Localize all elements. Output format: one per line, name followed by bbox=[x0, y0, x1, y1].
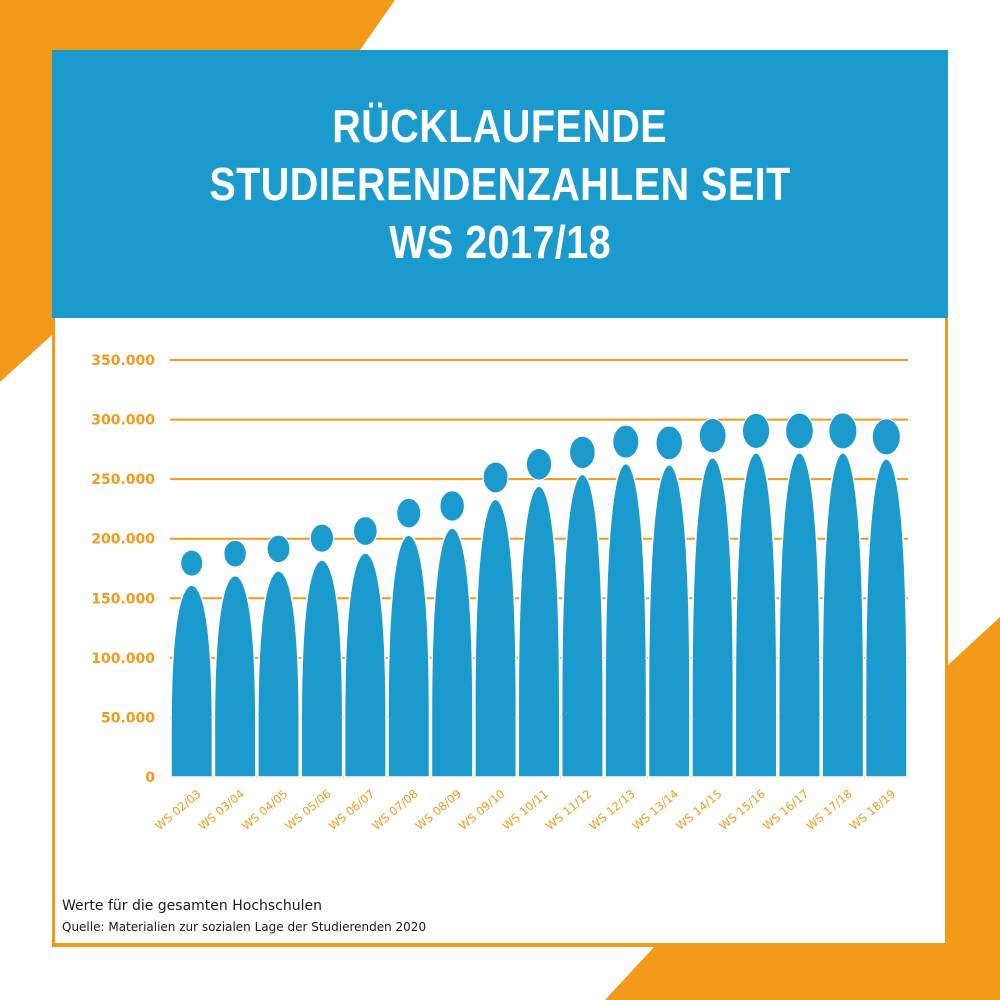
x-tick-label: WS 15/16 bbox=[716, 787, 767, 833]
bar bbox=[560, 473, 604, 778]
bar-head-marker bbox=[223, 539, 247, 568]
x-tick-label: WS 05/06 bbox=[282, 787, 333, 833]
bar bbox=[430, 527, 474, 778]
y-tick-label: 100.000 bbox=[91, 651, 155, 667]
bar bbox=[474, 498, 518, 778]
bar-head-marker bbox=[871, 418, 901, 456]
bar bbox=[647, 464, 691, 778]
bar-head-marker bbox=[353, 516, 378, 546]
bars bbox=[170, 412, 908, 778]
bar-head-marker bbox=[785, 412, 814, 450]
bar bbox=[170, 584, 214, 778]
x-tick-label: WS 06/07 bbox=[326, 787, 377, 833]
x-tick-label: WS 02/03 bbox=[152, 787, 203, 833]
bar-head-marker bbox=[569, 435, 596, 470]
bar bbox=[213, 574, 257, 778]
bar-head-marker bbox=[655, 425, 683, 461]
y-tick-label: 0 bbox=[145, 770, 155, 786]
y-tick-label: 150.000 bbox=[91, 591, 155, 607]
bar-head-marker bbox=[396, 497, 422, 529]
x-tick-label: WS 09/10 bbox=[456, 787, 507, 833]
x-tick-label: WS 04/05 bbox=[239, 787, 290, 833]
bar bbox=[734, 452, 778, 778]
footnote: Werte für die gesamten Hochschulen bbox=[62, 898, 323, 914]
x-tick-label: WS 14/15 bbox=[673, 787, 724, 833]
title-banner: RÜCKLAUFENDE STUDIERENDENZAHLEN SEIT WS … bbox=[52, 50, 948, 318]
bar bbox=[300, 559, 344, 778]
bar-head-marker bbox=[180, 549, 204, 577]
bar bbox=[517, 485, 561, 778]
bar-head-marker bbox=[612, 424, 640, 459]
y-tick-label: 250.000 bbox=[91, 472, 155, 488]
orange-corner-top-left bbox=[0, 0, 395, 382]
bar-head-marker bbox=[828, 412, 858, 450]
bar-head-marker bbox=[741, 412, 771, 449]
bar-head-marker bbox=[482, 461, 509, 494]
x-tick-label: WS 12/13 bbox=[586, 787, 637, 833]
bar bbox=[604, 462, 648, 778]
x-tick-label: WS 10/11 bbox=[499, 787, 550, 833]
bar-head-marker bbox=[266, 534, 291, 564]
x-tick-label: WS 07/08 bbox=[369, 787, 420, 833]
bar-head-marker bbox=[439, 490, 465, 522]
orange-corner-bottom-right bbox=[605, 617, 1000, 1000]
bar-head-marker bbox=[525, 447, 553, 481]
bar bbox=[691, 456, 735, 778]
bar-head-marker bbox=[698, 417, 727, 454]
page-title-line-1: RÜCKLAUFENDE bbox=[332, 100, 668, 152]
y-tick-label: 350.000 bbox=[91, 353, 155, 369]
source-note: Quelle: Materialien zur sozialen Lage de… bbox=[62, 920, 427, 934]
bar-head-marker bbox=[309, 523, 335, 553]
y-axis-ticks: 0 50.000 100.000 150.000 200.000 250.000 300.0… bbox=[91, 353, 155, 786]
x-tick-label: WS 11/12 bbox=[543, 787, 594, 833]
bar bbox=[387, 534, 431, 778]
x-tick-label: WS 13/14 bbox=[630, 787, 681, 833]
y-tick-label: 300.000 bbox=[91, 413, 155, 429]
y-tick-label: 200.000 bbox=[91, 532, 155, 548]
page-title-line-3: WS 2017/18 bbox=[388, 216, 612, 268]
x-tick-label: WS 16/17 bbox=[760, 787, 811, 833]
x-tick-label: WS 03/04 bbox=[196, 787, 247, 833]
bar bbox=[257, 570, 300, 778]
bar bbox=[778, 452, 821, 778]
x-tick-label: WS 18/19 bbox=[847, 787, 898, 833]
bar bbox=[821, 452, 865, 778]
y-tick-label: 50.000 bbox=[101, 710, 155, 726]
x-tick-label: WS 17/18 bbox=[803, 787, 854, 833]
x-tick-label: WS 08/09 bbox=[413, 787, 464, 833]
bar bbox=[864, 458, 908, 778]
page-title-line-2: STUDIERENDENZAHLEN SEIT bbox=[209, 158, 791, 210]
bar bbox=[343, 552, 387, 778]
